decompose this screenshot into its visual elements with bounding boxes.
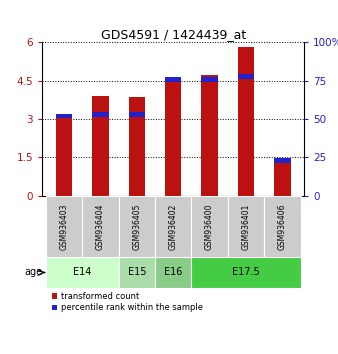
Bar (191, 196, 228, 257)
Text: GSM936406: GSM936406 (278, 203, 287, 250)
Text: GSM936404: GSM936404 (96, 203, 105, 250)
Legend: transformed count, percentile rank within the sample: transformed count, percentile rank withi… (52, 292, 203, 313)
Text: E17.5: E17.5 (232, 268, 260, 278)
Bar (228, 196, 264, 257)
Text: E16: E16 (164, 268, 183, 278)
Bar (165, 77, 182, 196)
Bar (92, 112, 108, 117)
Bar (191, 257, 300, 288)
Bar (92, 96, 108, 196)
Text: GSM936400: GSM936400 (205, 203, 214, 250)
Bar (238, 47, 254, 196)
Bar (56, 114, 72, 118)
Bar (155, 257, 191, 288)
Bar (56, 114, 72, 196)
Text: E14: E14 (73, 268, 92, 278)
Bar (119, 257, 155, 288)
Bar (82, 196, 119, 257)
Text: GSM936402: GSM936402 (169, 203, 178, 250)
Bar (238, 74, 254, 79)
Bar (119, 196, 155, 257)
Text: GSM936401: GSM936401 (241, 203, 250, 250)
Text: GSM936405: GSM936405 (132, 203, 141, 250)
Text: age: age (25, 268, 43, 278)
Bar (264, 196, 300, 257)
Text: GSM936403: GSM936403 (59, 203, 69, 250)
Bar (201, 77, 218, 81)
Bar (201, 75, 218, 196)
Text: E15: E15 (127, 268, 146, 278)
Bar (274, 158, 291, 163)
Bar (129, 112, 145, 117)
Bar (155, 196, 191, 257)
Bar (165, 77, 182, 81)
Title: GDS4591 / 1424439_at: GDS4591 / 1424439_at (101, 28, 246, 41)
Bar (46, 196, 82, 257)
Bar (129, 97, 145, 196)
Bar (274, 161, 291, 196)
Bar (46, 257, 119, 288)
